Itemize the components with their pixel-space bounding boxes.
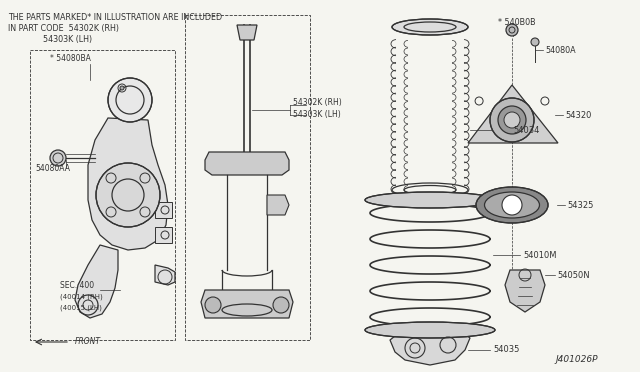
Text: (40014 (RH): (40014 (RH) [60,294,103,300]
Circle shape [205,297,221,313]
Text: (40015 (LH): (40015 (LH) [60,305,102,311]
Polygon shape [155,265,175,285]
Ellipse shape [222,304,272,316]
Text: * 540B0B: * 540B0B [498,17,536,26]
Text: 54050N: 54050N [557,270,589,279]
Bar [185,15,310,340]
Circle shape [506,24,518,36]
Circle shape [108,78,152,122]
Ellipse shape [365,192,495,208]
Circle shape [120,86,124,90]
Text: 54080AA: 54080AA [35,164,70,173]
Ellipse shape [476,187,548,223]
Polygon shape [468,85,558,143]
Text: * 54080BA: * 54080BA [50,54,91,62]
Text: SEC. 400: SEC. 400 [60,280,94,289]
Text: 54320: 54320 [565,110,591,119]
Circle shape [50,150,66,166]
Polygon shape [205,152,289,175]
Polygon shape [155,227,172,243]
Text: 54080A: 54080A [545,45,575,55]
Polygon shape [505,270,545,312]
Polygon shape [267,195,289,215]
Polygon shape [88,118,168,250]
Circle shape [531,38,539,46]
Text: 54302K (RH): 54302K (RH) [293,97,342,106]
Text: THE PARTS MARKED* IN ILLUSTRATION ARE INCLUDED: THE PARTS MARKED* IN ILLUSTRATION ARE IN… [8,13,222,22]
Polygon shape [155,202,172,218]
Circle shape [490,98,534,142]
Circle shape [96,163,160,227]
Text: 54034: 54034 [513,125,540,135]
Text: IN PART CODE  54302K (RH): IN PART CODE 54302K (RH) [8,24,119,33]
Text: FRONT: FRONT [75,337,101,346]
Circle shape [504,112,520,128]
Bar [30,50,175,340]
Text: 54010M: 54010M [523,250,557,260]
Text: 54325: 54325 [567,201,593,209]
Polygon shape [390,327,470,365]
Text: J401026P: J401026P [556,356,598,365]
Circle shape [498,106,526,134]
Ellipse shape [484,192,540,218]
Text: 54303K (LH): 54303K (LH) [8,35,92,44]
Polygon shape [237,25,257,40]
Ellipse shape [392,19,468,35]
Circle shape [273,297,289,313]
Text: 54303K (LH): 54303K (LH) [293,109,340,119]
Ellipse shape [365,322,495,338]
Text: 54035: 54035 [493,346,520,355]
Polygon shape [75,245,118,318]
Circle shape [502,195,522,215]
Polygon shape [201,290,293,318]
